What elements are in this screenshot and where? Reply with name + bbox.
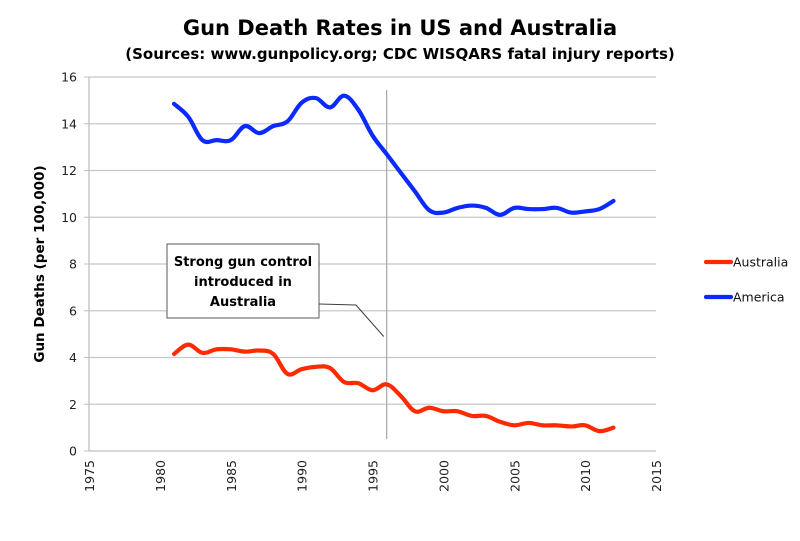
y-tick-labels: 0 2 4 6 8 10 12 14 16	[61, 70, 77, 459]
chart-subtitle: (Sources: www.gunpolicy.org; CDC WISQARS…	[125, 45, 675, 63]
x-tick-label: 2005	[507, 460, 522, 492]
annotation-leader-line	[318, 303, 385, 337]
y-tick-label: 2	[69, 397, 77, 412]
chart-title: Gun Death Rates in US and Australia	[183, 16, 617, 40]
x-tick-label: 1980	[153, 460, 168, 492]
x-tick-label: 1995	[366, 460, 381, 492]
y-axis-label: Gun Deaths (per 100,000)	[32, 165, 48, 362]
y-tick-label: 4	[69, 350, 77, 365]
x-tick-labels: 1975 1980 1985 1990 1995 2000 2005 2010 2015	[82, 460, 664, 492]
annotation-text-line: introduced in	[194, 275, 292, 290]
y-tick-label: 0	[69, 444, 77, 459]
x-tick-label: 1975	[82, 460, 97, 492]
legend-label-australia: Australia	[733, 255, 788, 270]
series-line-america	[171, 93, 616, 218]
legend-label-america: America	[733, 290, 785, 305]
series-lines	[171, 93, 616, 434]
x-tick-label: 1990	[295, 460, 310, 492]
annotation-callout: Strong gun control introduced in Australia	[166, 243, 385, 337]
legend: Australia America	[703, 255, 788, 305]
annotation-box	[166, 243, 320, 319]
y-tick-label: 6	[69, 303, 77, 318]
x-tick-label: 2010	[578, 460, 593, 492]
x-tick-label: 1985	[224, 460, 239, 492]
annotation-text-line: Strong gun control	[174, 255, 312, 270]
axes	[84, 76, 656, 452]
x-tick-label: 2015	[649, 460, 664, 492]
y-tick-label: 12	[61, 163, 77, 178]
series-line-australia	[171, 342, 616, 434]
y-tick-label: 8	[69, 257, 77, 272]
y-tick-label: 10	[61, 210, 77, 225]
annotation-text-line: Australia	[210, 295, 276, 310]
y-tick-label: 16	[61, 70, 77, 85]
x-tick-label: 2000	[436, 460, 451, 492]
y-tick-label: 14	[61, 116, 77, 131]
